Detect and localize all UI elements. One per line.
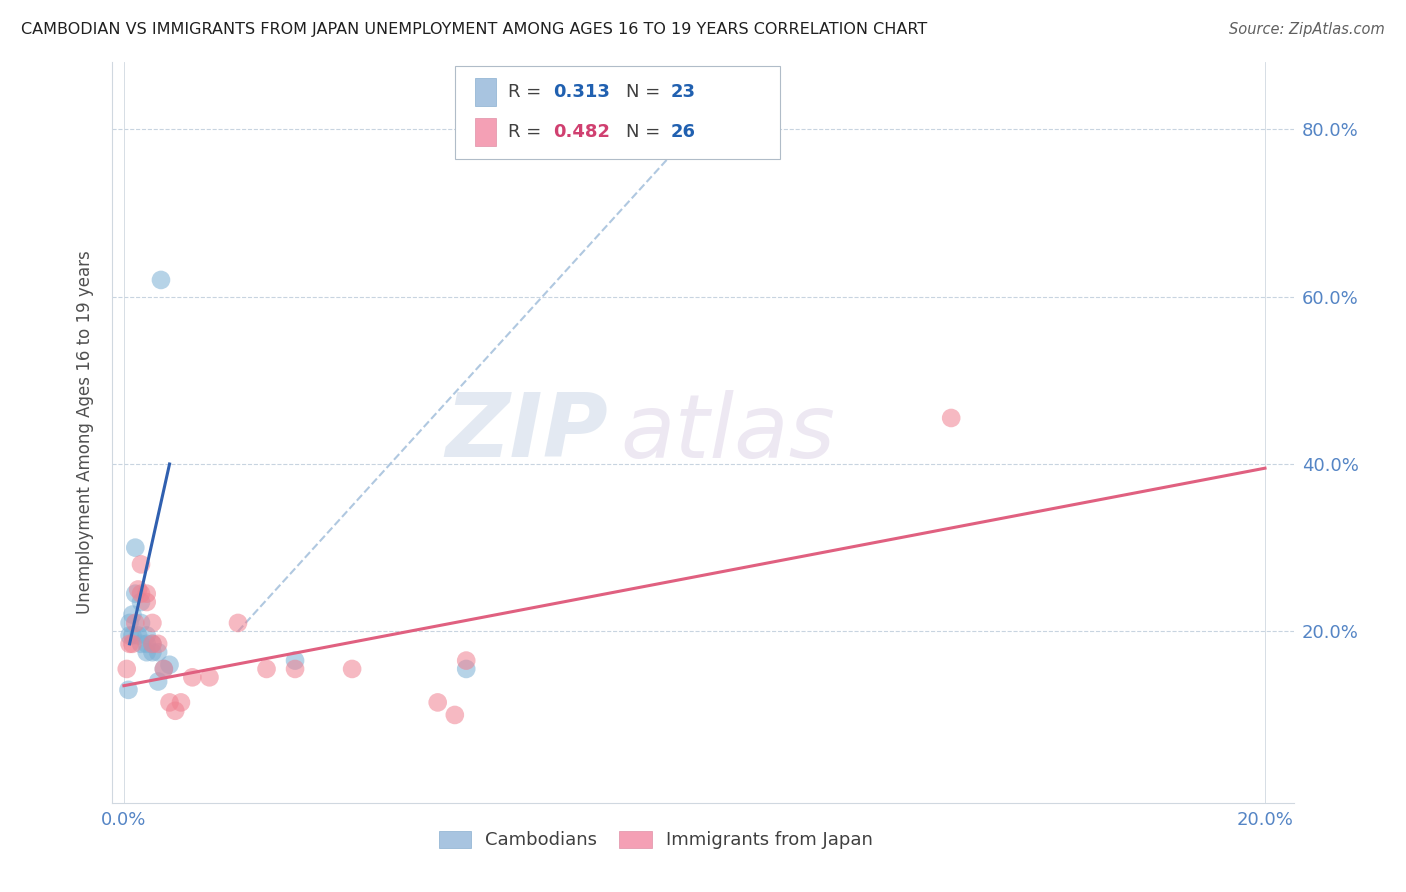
Point: [146, 674, 169, 689]
Point: [135, 637, 157, 651]
Point: [127, 582, 149, 597]
Point: [153, 662, 176, 676]
Point: [941, 411, 963, 425]
Point: [170, 695, 193, 709]
Point: [135, 587, 157, 601]
Point: [121, 628, 143, 642]
Point: [456, 654, 478, 668]
Text: R =: R =: [508, 123, 547, 141]
Point: [118, 615, 141, 630]
Point: [198, 670, 221, 684]
Legend: Cambodians, Immigrants from Japan: Cambodians, Immigrants from Japan: [432, 823, 880, 856]
Point: [443, 708, 465, 723]
Point: [118, 637, 141, 651]
Point: [124, 541, 146, 555]
Point: [124, 587, 146, 601]
Text: 26: 26: [671, 123, 696, 141]
Point: [256, 662, 278, 676]
Text: atlas: atlas: [620, 390, 835, 475]
Point: [124, 615, 146, 630]
Point: [118, 628, 141, 642]
Point: [121, 637, 143, 651]
Text: 23: 23: [671, 83, 696, 101]
Text: R =: R =: [508, 83, 547, 101]
Point: [135, 595, 157, 609]
Point: [153, 662, 176, 676]
Point: [129, 587, 152, 601]
Point: [456, 662, 478, 676]
Point: [159, 657, 181, 672]
Point: [129, 558, 152, 572]
FancyBboxPatch shape: [456, 66, 780, 159]
Point: [181, 670, 204, 684]
Text: Source: ZipAtlas.com: Source: ZipAtlas.com: [1229, 22, 1385, 37]
Text: 0.482: 0.482: [553, 123, 610, 141]
Point: [141, 615, 163, 630]
Point: [165, 704, 187, 718]
Point: [129, 637, 152, 651]
Point: [141, 637, 163, 651]
Point: [117, 682, 139, 697]
Point: [141, 645, 163, 659]
Point: [426, 695, 449, 709]
Point: [121, 607, 143, 622]
Point: [135, 645, 157, 659]
Point: [226, 615, 249, 630]
Text: 0.313: 0.313: [553, 83, 610, 101]
Point: [284, 662, 307, 676]
Point: [340, 662, 363, 676]
Point: [159, 695, 181, 709]
Point: [149, 273, 172, 287]
Point: [141, 637, 163, 651]
Point: [127, 628, 149, 642]
Point: [284, 654, 307, 668]
Y-axis label: Unemployment Among Ages 16 to 19 years: Unemployment Among Ages 16 to 19 years: [76, 251, 94, 615]
Point: [135, 628, 157, 642]
Bar: [475, 78, 496, 106]
Point: [115, 662, 138, 676]
Bar: [475, 119, 496, 146]
Text: N =: N =: [626, 83, 666, 101]
Point: [146, 645, 169, 659]
Text: CAMBODIAN VS IMMIGRANTS FROM JAPAN UNEMPLOYMENT AMONG AGES 16 TO 19 YEARS CORREL: CAMBODIAN VS IMMIGRANTS FROM JAPAN UNEMP…: [21, 22, 928, 37]
Text: N =: N =: [626, 123, 666, 141]
Text: ZIP: ZIP: [446, 389, 609, 476]
Point: [129, 595, 152, 609]
Point: [146, 637, 169, 651]
Point: [129, 615, 152, 630]
